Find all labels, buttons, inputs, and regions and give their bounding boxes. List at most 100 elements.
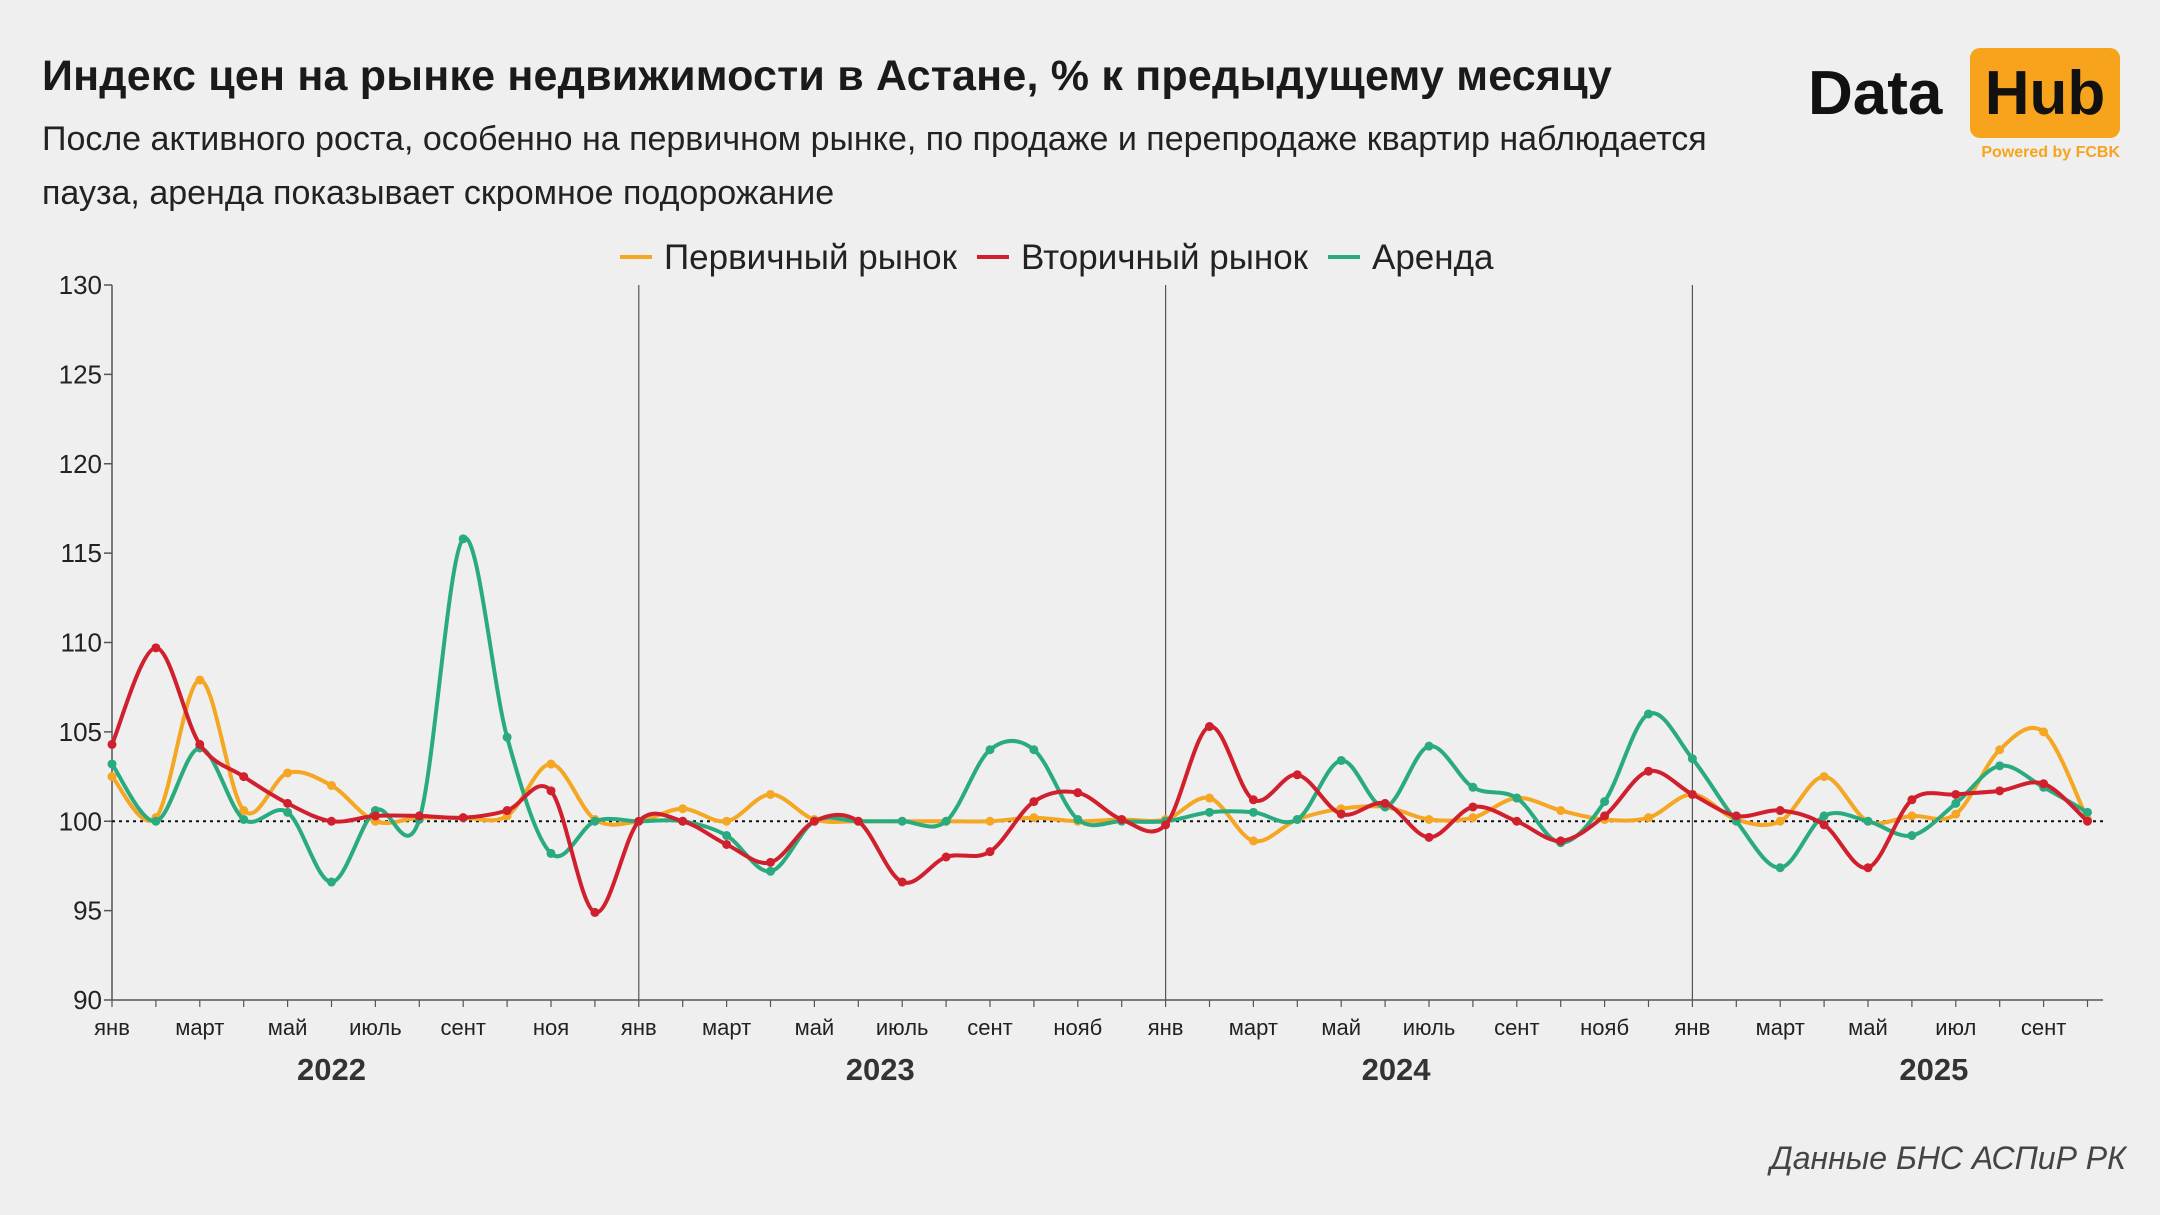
- data-point: [1248, 795, 1258, 805]
- x-month-label: сент: [1494, 1015, 1539, 1040]
- x-month-label: июль: [1403, 1015, 1456, 1040]
- data-point: [2039, 727, 2049, 737]
- data-point: [1292, 770, 1302, 780]
- data-point: [327, 781, 336, 790]
- data-point: [1687, 789, 1697, 799]
- data-point: [458, 813, 468, 823]
- data-point: [1995, 745, 2005, 755]
- y-tick-label: 110: [61, 628, 102, 658]
- data-point: [107, 772, 117, 782]
- data-point: [1468, 813, 1478, 823]
- x-month-label: сент: [967, 1015, 1012, 1040]
- data-point: [1775, 806, 1785, 816]
- data-point: [1907, 795, 1917, 805]
- data-point: [722, 831, 732, 841]
- data-point: [1205, 722, 1214, 732]
- data-point: [1819, 811, 1829, 821]
- x-month-label: янв: [1148, 1015, 1184, 1040]
- x-month-label: май: [268, 1015, 308, 1040]
- data-point: [458, 534, 468, 544]
- chart-subtitle: После активного роста, особенно на перви…: [42, 120, 1707, 212]
- x-month-label: май: [795, 1015, 835, 1040]
- chart-title: Индекс цен на рынке недвижимости в Астан…: [42, 52, 1612, 100]
- logo-data-text: Data: [1808, 59, 1943, 128]
- data-point: [1863, 816, 1873, 826]
- data-point: [1424, 814, 1434, 824]
- data-point: [1951, 789, 1961, 799]
- data-point: [590, 816, 600, 826]
- series-line: [110, 536, 2090, 885]
- data-point: [1029, 797, 1039, 807]
- data-point: [2083, 807, 2092, 817]
- data-point: [1205, 807, 1214, 817]
- data-point: [766, 789, 775, 799]
- data-point: [502, 732, 512, 742]
- data-point: [634, 816, 644, 826]
- data-point: [546, 848, 556, 858]
- data-point: [239, 806, 249, 816]
- x-month-label: июл: [1935, 1015, 1976, 1040]
- x-month-label: июль: [876, 1015, 929, 1040]
- data-point: [985, 745, 995, 755]
- series-line: [110, 645, 2090, 915]
- series-group: [107, 675, 2092, 846]
- data-point: [1468, 782, 1478, 792]
- y-tick-label: 125: [59, 359, 102, 389]
- data-point: [678, 804, 688, 814]
- data-point: [107, 739, 117, 749]
- x-month-label: март: [175, 1015, 224, 1040]
- data-point: [414, 811, 424, 821]
- x-month-label: июль: [349, 1015, 402, 1040]
- data-point: [283, 768, 293, 778]
- data-point: [1951, 798, 1961, 808]
- x-month-label: ноя: [533, 1015, 569, 1040]
- x-year-label: 2025: [1899, 1052, 1968, 1087]
- data-point: [1600, 797, 1610, 807]
- data-point: [897, 816, 907, 826]
- data-point: [1644, 813, 1653, 823]
- data-point: [1819, 820, 1829, 830]
- data-point: [985, 816, 995, 826]
- data-point: [1248, 807, 1258, 817]
- data-point: [1556, 836, 1566, 846]
- data-point: [897, 877, 907, 887]
- data-point: [1073, 814, 1083, 824]
- logo-hub-text: Hub: [1984, 59, 2106, 128]
- logo-hub-box: Hub: [1970, 48, 2120, 138]
- data-point: [1205, 793, 1214, 803]
- legend-label: Первичный рынок: [664, 238, 958, 277]
- data-point: [853, 816, 863, 826]
- x-year-label: 2024: [1362, 1052, 1432, 1087]
- data-point: [1600, 811, 1610, 821]
- data-point: [941, 816, 951, 826]
- y-tick-label: 130: [59, 270, 102, 300]
- data-point: [722, 839, 732, 849]
- data-point: [766, 866, 775, 876]
- data-point: [1161, 820, 1171, 830]
- y-tick-label: 105: [59, 717, 102, 747]
- logo-powered-text: Powered by FCBK: [1981, 144, 2120, 161]
- x-month-label: янв: [94, 1015, 130, 1040]
- x-month-label: нояб: [1053, 1015, 1102, 1040]
- x-month-label: нояб: [1580, 1015, 1629, 1040]
- y-tick-label: 115: [61, 538, 102, 568]
- data-point: [1292, 814, 1302, 824]
- data-point: [1512, 793, 1522, 803]
- data-point: [678, 816, 688, 826]
- x-month-label: янв: [621, 1015, 657, 1040]
- data-point: [1424, 741, 1434, 751]
- data-point: [1644, 766, 1653, 776]
- data-point: [1995, 786, 2005, 796]
- data-point: [239, 772, 249, 782]
- data-point: [985, 847, 995, 857]
- data-point: [1907, 811, 1917, 821]
- data-point: [327, 816, 336, 826]
- data-point: [195, 675, 205, 685]
- x-month-label: янв: [1675, 1015, 1711, 1040]
- data-point: [546, 786, 556, 796]
- data-point: [1512, 816, 1522, 826]
- data-point: [151, 816, 161, 826]
- data-point: [1819, 772, 1829, 782]
- data-point: [766, 857, 775, 867]
